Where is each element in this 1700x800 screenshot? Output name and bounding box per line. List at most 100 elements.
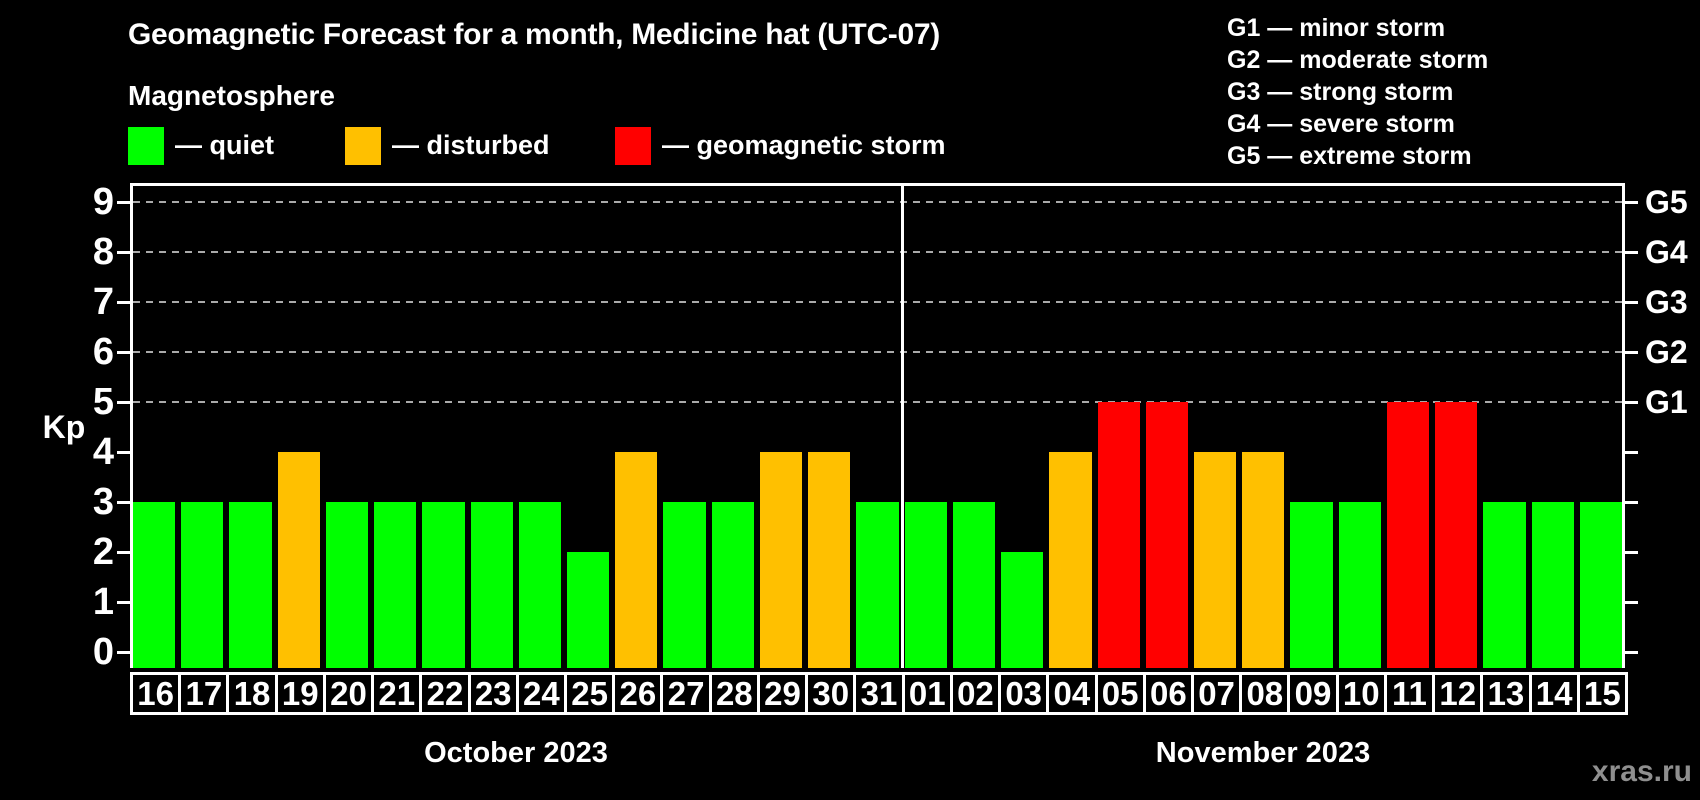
y-axis-tick <box>117 601 130 604</box>
y-axis-tick <box>117 551 130 554</box>
day-label-07: 07 <box>1190 672 1243 715</box>
kp-bar-day-15 <box>1579 502 1622 668</box>
right-axis-label-g3: G3 <box>1645 284 1688 320</box>
right-axis-tick <box>1625 601 1638 604</box>
right-axis-tick <box>1625 401 1638 404</box>
kp-bar-day-19 <box>277 452 320 668</box>
kp-bar-day-24 <box>518 502 562 668</box>
day-label-18: 18 <box>226 672 278 715</box>
kp-bar-day-02 <box>952 502 996 668</box>
kp-bar-day-28 <box>711 502 754 668</box>
day-label-11: 11 <box>1383 672 1436 715</box>
y-axis-tick <box>117 451 130 454</box>
storm-scale-legend-line: G2 — moderate storm <box>1227 46 1489 74</box>
day-label-12: 12 <box>1432 672 1484 715</box>
storm-legend-swatch <box>615 127 651 165</box>
gridline-kp-7 <box>133 301 1622 303</box>
day-label-03: 03 <box>998 672 1050 715</box>
kp-bar-day-31 <box>856 502 899 668</box>
kp-bar-day-26 <box>615 452 658 668</box>
day-label-06: 06 <box>1142 672 1194 715</box>
right-axis-tick <box>1625 201 1638 204</box>
right-axis-tick <box>1625 451 1638 454</box>
right-axis-tick <box>1625 301 1638 304</box>
y-axis-tick-label: 3 <box>92 481 114 523</box>
y-axis-tick <box>117 651 130 654</box>
y-axis-tick-label: 9 <box>92 181 114 223</box>
day-label-29: 29 <box>756 672 809 715</box>
month-label-november: November 2023 <box>1155 737 1371 769</box>
day-label-01: 01 <box>901 672 953 715</box>
right-axis-tick <box>1625 251 1638 254</box>
kp-bar-day-11 <box>1386 402 1430 668</box>
day-label-09: 09 <box>1287 672 1339 715</box>
y-axis-title: Kp <box>42 409 86 445</box>
day-label-28: 28 <box>708 672 760 715</box>
storm-scale-legend-line: G1 — minor storm <box>1227 14 1446 42</box>
y-axis-tick <box>117 201 130 204</box>
y-axis-tick-label: 0 <box>92 631 114 673</box>
y-axis-tick <box>117 501 130 504</box>
kp-bar-day-12 <box>1435 402 1478 668</box>
day-label-27: 27 <box>660 672 712 715</box>
y-axis-tick-label: 2 <box>92 531 114 573</box>
day-label-17: 17 <box>178 672 230 715</box>
kp-bar-day-03 <box>1001 552 1044 668</box>
kp-bar-day-09 <box>1290 502 1333 668</box>
day-label-23: 23 <box>467 672 519 715</box>
y-axis-tick-label: 1 <box>92 581 114 623</box>
right-axis-label-g5: G5 <box>1645 184 1688 220</box>
day-label-10: 10 <box>1335 672 1387 715</box>
kp-bar-day-22 <box>422 502 465 668</box>
day-label-02: 02 <box>949 672 1002 715</box>
kp-bar-day-10 <box>1338 502 1381 668</box>
kp-bar-day-05 <box>1097 402 1140 668</box>
day-label-22: 22 <box>419 672 471 715</box>
day-label-20: 20 <box>322 672 375 715</box>
day-label-13: 13 <box>1480 672 1532 715</box>
kp-bar-day-29 <box>759 452 803 668</box>
disturbed-legend-swatch <box>345 127 381 165</box>
day-label-30: 30 <box>805 672 857 715</box>
plot-area <box>130 183 1625 668</box>
kp-bar-day-16 <box>133 502 176 668</box>
day-label-26: 26 <box>612 672 664 715</box>
y-axis-tick-label: 4 <box>92 431 114 473</box>
magnetosphere-subtitle: Magnetosphere <box>128 80 335 111</box>
day-label-16: 16 <box>130 672 182 715</box>
gridline-kp-9 <box>133 201 1622 203</box>
y-axis-tick-label: 7 <box>92 281 114 323</box>
y-axis-tick-label: 5 <box>92 381 114 423</box>
kp-bar-day-08 <box>1242 452 1285 668</box>
storm-scale-legend: G1 — minor storm G2 — moderate storm G3 … <box>1227 12 1488 172</box>
right-axis-label-g2: G2 <box>1645 334 1688 370</box>
right-axis-tick <box>1625 351 1638 354</box>
storm-legend-label: — geomagnetic storm <box>662 130 946 160</box>
kp-bar-day-01 <box>904 502 947 668</box>
kp-bar-day-30 <box>808 452 851 668</box>
month-separator <box>900 183 904 668</box>
right-axis-tick <box>1625 551 1638 554</box>
right-axis-label-g4: G4 <box>1645 234 1688 270</box>
gridline-kp-5 <box>133 401 1622 403</box>
y-axis-tick-label: 8 <box>92 231 114 273</box>
day-label-24: 24 <box>515 672 568 715</box>
kp-bar-day-14 <box>1531 502 1574 668</box>
kp-bar-day-04 <box>1049 452 1092 668</box>
day-label-04: 04 <box>1046 672 1098 715</box>
day-label-08: 08 <box>1239 672 1291 715</box>
y-axis-tick <box>117 251 130 254</box>
kp-bar-day-07 <box>1193 452 1237 668</box>
storm-scale-legend-line: G5 — extreme storm <box>1227 142 1472 170</box>
y-axis-tick-label: 6 <box>92 331 114 373</box>
right-axis-tick <box>1625 651 1638 654</box>
kp-bar-day-17 <box>181 502 224 668</box>
kp-bar-day-18 <box>229 502 272 668</box>
page-title: Geomagnetic Forecast for a month, Medici… <box>128 18 940 51</box>
kp-bar-day-13 <box>1483 502 1526 668</box>
disturbed-legend-label: — disturbed <box>392 130 550 160</box>
day-label-14: 14 <box>1528 672 1580 715</box>
day-label-05: 05 <box>1094 672 1146 715</box>
